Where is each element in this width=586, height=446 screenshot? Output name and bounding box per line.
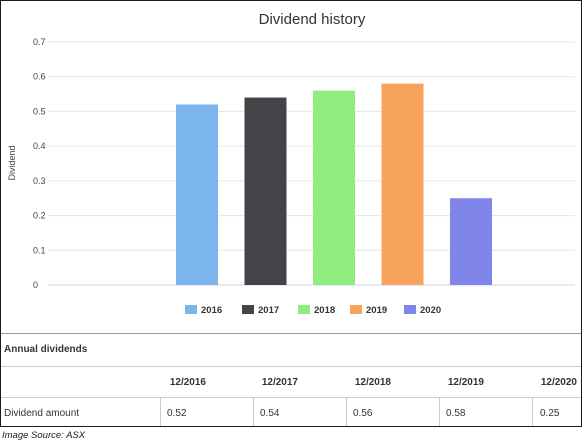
dividend-chart: Dividend history Dividend 0.7 0.6 0.5 0.4 0.…: [7, 11, 575, 316]
y-tick-label: 0.2: [33, 211, 46, 221]
y-tick-label: 0.1: [33, 245, 46, 255]
table-column-separator: [532, 398, 533, 426]
table-column-separator: [160, 398, 161, 426]
table-row-border: [1, 366, 581, 367]
table-header-2016: 12/2016: [169, 377, 206, 388]
legend-swatch-2016[interactable]: [185, 305, 197, 314]
table-cell-2016: 0.52: [167, 408, 187, 419]
table-column-separator: [253, 398, 254, 426]
bar-2017[interactable]: [244, 97, 287, 286]
legend-label-2019[interactable]: 2019: [366, 305, 387, 316]
legend-label-2016[interactable]: 2016: [201, 305, 222, 316]
bar-2018[interactable]: [313, 90, 355, 285]
table-column-separator: [346, 398, 347, 426]
table-cell-2018: 0.56: [353, 408, 373, 419]
y-tick-label: 0.5: [33, 106, 46, 116]
table-header-2019: 12/2019: [447, 377, 484, 388]
bar-2020[interactable]: [450, 198, 492, 285]
y-tick-label: 0.7: [33, 37, 46, 47]
legend-label-2018[interactable]: 2018: [314, 305, 335, 316]
y-tick-label: 0.4: [33, 141, 46, 151]
legend-swatch-2017[interactable]: [242, 305, 254, 314]
y-tick-label: 0.6: [33, 72, 46, 82]
table-cell-2020: 0.25: [540, 408, 560, 419]
bar-2016[interactable]: [176, 104, 218, 285]
table-cell-2019: 0.58: [446, 408, 466, 419]
table-header-2020: 12/2020: [540, 377, 577, 388]
table-header-2018: 12/2018: [354, 377, 391, 388]
chart-table-divider: [1, 333, 581, 334]
legend-swatch-2019[interactable]: [350, 305, 362, 314]
legend-swatch-2018[interactable]: [298, 305, 310, 314]
table-row-label: Dividend amount: [4, 408, 80, 419]
table-header-2017: 12/2017: [261, 377, 298, 388]
legend-label-2017[interactable]: 2017: [258, 305, 279, 316]
table-cell-2017: 0.54: [260, 408, 280, 419]
bar-2019[interactable]: [381, 83, 424, 286]
legend-label-2020[interactable]: 2020: [420, 305, 441, 316]
image-source-caption: Image Source: ASX: [2, 430, 86, 441]
table-column-separator: [439, 398, 440, 426]
y-tick-label: 0.3: [33, 176, 46, 186]
legend-swatch-2020[interactable]: [404, 305, 416, 314]
table-row-border: [1, 397, 581, 398]
chart-title: Dividend history: [259, 11, 366, 28]
y-tick-label: 0: [33, 280, 38, 290]
table-title: Annual dividends: [4, 344, 88, 355]
y-axis-title: Dividend: [7, 145, 17, 180]
